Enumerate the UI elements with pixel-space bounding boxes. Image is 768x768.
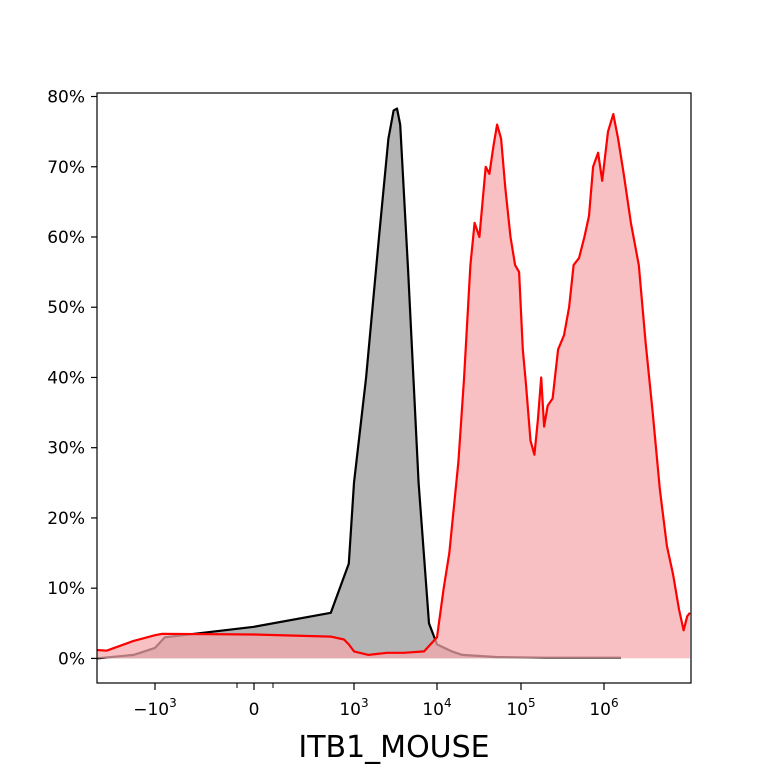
y-tick-label-7: 70% [47, 158, 85, 178]
plot-frame [96, 92, 692, 684]
y-tick-label-4: 40% [47, 368, 85, 388]
x-axis-title: ITB1_MOUSE [298, 730, 489, 765]
x-tick-label-4: 105 [506, 696, 535, 720]
y-tick-label-8: 80% [47, 88, 85, 108]
series-layer [96, 107, 691, 660]
series-1-area [97, 114, 690, 659]
axis-layer: 0% 10% 20% 30% 40% 50% 60% 70% 80% −103 0 103 104 105… [47, 88, 618, 720]
y-tick-label-5: 50% [47, 298, 85, 318]
x-tick-label-1: 0 [249, 700, 260, 720]
x-tick-label-0: −103 [133, 696, 177, 720]
series-1-line [96, 112, 691, 657]
y-tick-label-2: 20% [47, 509, 85, 529]
y-tick-label-3: 30% [47, 439, 85, 459]
x-tick-label-3: 104 [422, 696, 451, 720]
y-tick-label-1: 10% [47, 579, 85, 599]
y-tick-label-6: 60% [47, 228, 85, 248]
series-0-area [97, 108, 621, 659]
x-tick-label-2: 103 [339, 696, 368, 720]
x-tick-label-5: 106 [589, 696, 618, 720]
y-tick-label-0: 0% [58, 649, 85, 669]
